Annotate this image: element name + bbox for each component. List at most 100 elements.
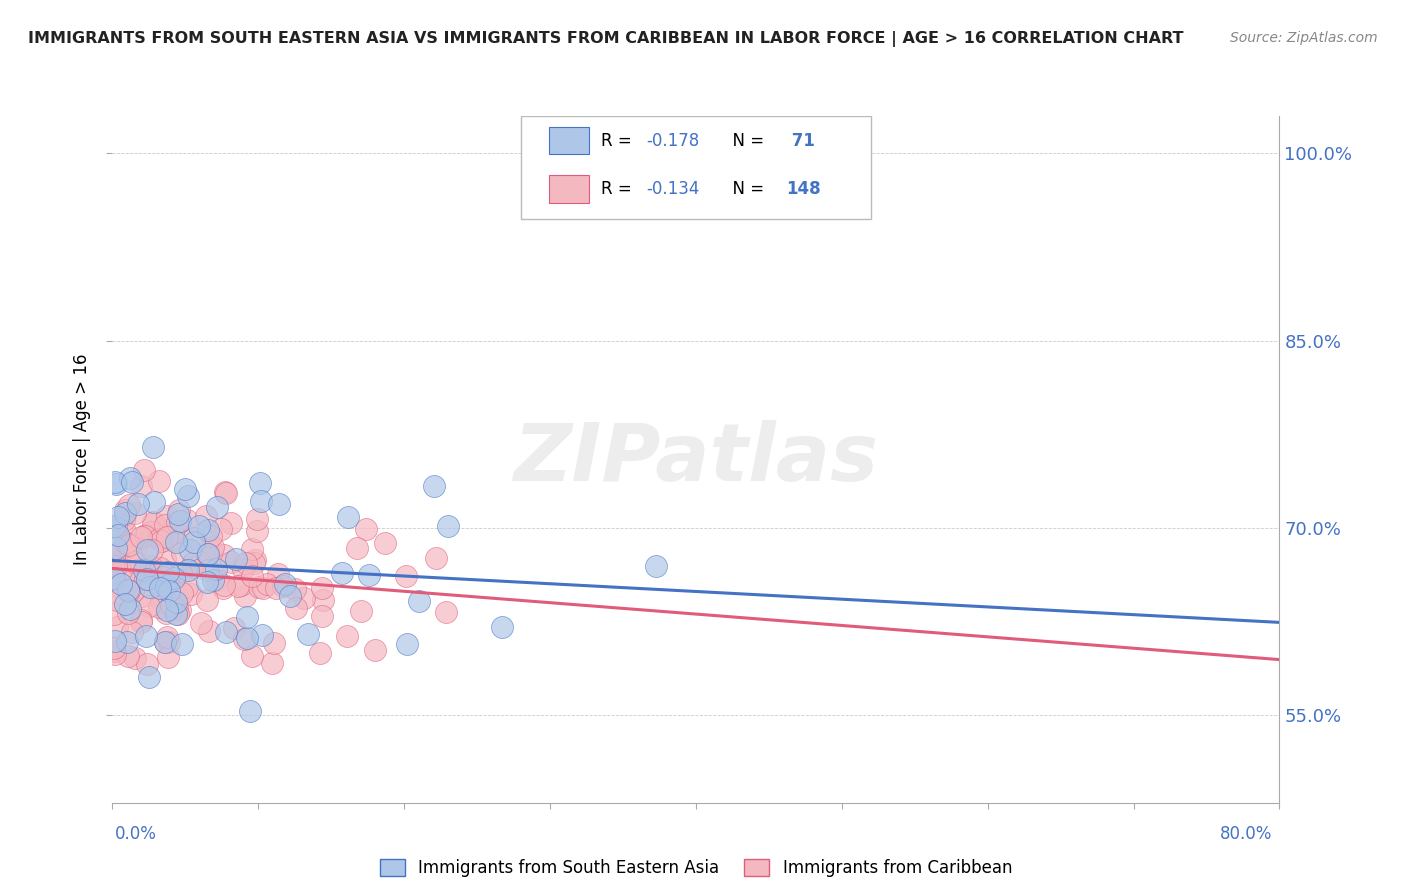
Point (117, 606, 139, 620)
Point (129, 479, 152, 493)
Point (138, 599, 160, 613)
Point (284, 582, 307, 596)
Point (180, 587, 202, 601)
Point (162, 526, 184, 541)
Point (155, 579, 177, 593)
Point (124, 506, 146, 520)
Point (408, 594, 430, 608)
Point (181, 556, 204, 570)
Point (201, 540, 224, 554)
Point (395, 569, 418, 583)
Point (117, 582, 139, 597)
Point (165, 595, 187, 609)
Text: -0.134: -0.134 (645, 179, 699, 198)
Point (422, 479, 444, 493)
Point (134, 527, 156, 541)
Point (143, 516, 166, 530)
Point (152, 570, 174, 584)
Point (105, 541, 128, 555)
Point (105, 579, 128, 593)
Point (136, 572, 159, 586)
Point (135, 629, 157, 643)
Point (104, 633, 127, 648)
Point (155, 630, 177, 644)
Point (356, 523, 378, 537)
Point (166, 607, 188, 622)
Point (284, 601, 307, 615)
Point (160, 601, 183, 615)
Point (105, 620, 128, 634)
Point (197, 523, 219, 537)
Point (131, 531, 153, 545)
Point (128, 564, 150, 578)
Point (118, 536, 141, 550)
Point (127, 498, 149, 512)
Text: R =: R = (602, 131, 637, 150)
Point (156, 586, 179, 600)
Point (152, 592, 174, 607)
Point (292, 591, 315, 606)
Point (250, 494, 273, 508)
Text: 71: 71 (786, 131, 814, 150)
Point (337, 510, 360, 524)
Point (212, 548, 235, 562)
Point (107, 592, 129, 607)
Point (243, 553, 266, 567)
Point (163, 571, 186, 585)
Point (129, 614, 152, 628)
Point (176, 513, 198, 527)
Point (491, 620, 513, 634)
Point (141, 560, 163, 574)
Point (165, 607, 187, 622)
Point (264, 581, 287, 595)
Point (103, 519, 125, 533)
Point (169, 514, 191, 528)
Point (177, 489, 200, 503)
Point (131, 589, 153, 603)
Point (179, 542, 201, 557)
Point (437, 519, 460, 533)
Point (138, 670, 160, 684)
Point (267, 497, 290, 511)
Point (110, 562, 132, 576)
Point (357, 568, 380, 582)
Text: Source: ZipAtlas.com: Source: ZipAtlas.com (1230, 31, 1378, 45)
Point (104, 647, 127, 661)
Point (195, 547, 218, 561)
Point (239, 704, 262, 718)
Text: 0.0%: 0.0% (115, 825, 157, 843)
Point (149, 581, 172, 595)
Point (103, 571, 125, 585)
Point (107, 544, 129, 558)
Point (155, 606, 177, 620)
Point (195, 508, 218, 523)
Text: 148: 148 (786, 179, 821, 198)
Point (229, 578, 252, 592)
Point (188, 519, 211, 533)
Point (115, 536, 138, 550)
Point (121, 625, 143, 640)
Point (233, 589, 256, 603)
Point (225, 552, 247, 566)
Point (143, 495, 166, 509)
Point (141, 543, 163, 558)
Point (176, 581, 198, 595)
Point (121, 572, 143, 586)
Point (117, 538, 139, 552)
Point (176, 563, 198, 577)
Point (274, 577, 297, 591)
Point (197, 563, 219, 577)
Text: 80.0%: 80.0% (1220, 825, 1272, 843)
Point (247, 580, 270, 594)
Point (260, 656, 283, 670)
Point (165, 535, 187, 549)
Point (103, 549, 125, 563)
Point (148, 532, 170, 546)
Point (118, 583, 141, 598)
Point (212, 582, 235, 596)
Point (105, 519, 128, 533)
Point (236, 609, 259, 624)
Point (107, 586, 129, 600)
Point (232, 562, 254, 576)
Point (142, 574, 165, 589)
